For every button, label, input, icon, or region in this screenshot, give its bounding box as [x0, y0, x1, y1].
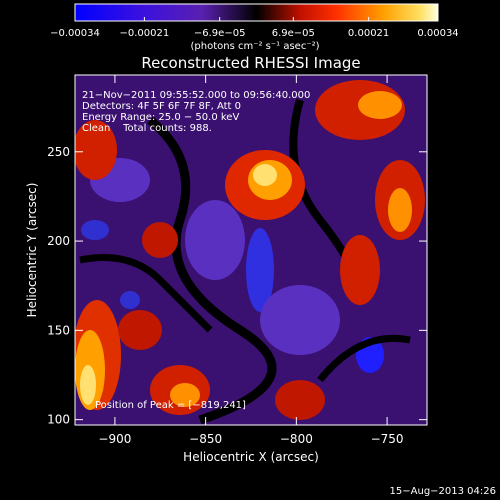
colorbar-tick-label: 0.00034	[417, 28, 458, 39]
y-tick-label: 200	[47, 234, 70, 248]
red-blob	[118, 310, 162, 350]
colorbar-tick-label: 0.00021	[348, 28, 389, 39]
red-blob	[75, 120, 117, 180]
peak-core	[253, 164, 277, 186]
orange-core	[170, 383, 200, 407]
purple-blob	[185, 200, 245, 280]
x-axis-label: Heliocentric X (arcsec)	[183, 450, 319, 464]
x-tick-label: −750	[371, 432, 404, 446]
blue-blob	[246, 228, 274, 312]
purple-blob	[260, 285, 340, 355]
y-tick-label: 100	[47, 413, 70, 427]
dark-valley	[317, 334, 411, 383]
colorbar-tick-label: −0.00034	[50, 28, 100, 39]
x-tick-label: −850	[189, 432, 222, 446]
plot-frame	[74, 74, 428, 426]
timestamp: 15−Aug−2013 04:26	[390, 486, 496, 497]
colorbar-tick-label: −6.9e−05	[194, 28, 246, 39]
y-tick-label: 250	[47, 145, 70, 159]
x-axis: −900 −850 −800 −750	[98, 75, 404, 446]
red-blob	[275, 380, 325, 420]
annotation-detectors: Detectors: 4F 5F 6F 7F 8F, Att 0	[82, 101, 241, 112]
colorbar-ticks: −0.00034 −0.00021 −6.9e−05 6.9e−05 0.00021 0.…	[50, 17, 459, 39]
colorbar-units-label: (photons cm⁻² s⁻¹ asec⁻²)	[190, 41, 319, 52]
dark-valley	[147, 116, 277, 425]
blue-blob	[120, 291, 140, 309]
y-tick-label: 150	[47, 323, 70, 337]
x-tick-label: −900	[98, 432, 131, 446]
orange-core	[388, 188, 412, 232]
colorbar	[74, 3, 439, 22]
red-blob	[340, 235, 380, 305]
annotation-clean-counts: Clean Total counts: 988.	[82, 123, 212, 134]
x-tick-label: −800	[280, 432, 313, 446]
y-axis-label: Heliocentric Y (arcsec)	[25, 183, 39, 318]
colorbar-tick-label: −0.00021	[120, 28, 170, 39]
emission-blobs	[75, 80, 425, 425]
dark-valley	[79, 254, 213, 333]
orange-core	[358, 91, 402, 119]
blue-blob	[81, 220, 109, 240]
colorbar-tick-label: 6.9e−05	[272, 28, 315, 39]
annotation-peak-position: Position of Peak = [−819,241]	[95, 400, 246, 411]
annotation-energy-range: Energy Range: 25.0 − 50.0 keV	[82, 112, 239, 123]
annotation-time-range: 21−Nov−2011 09:55:52.000 to 09:56:40.000	[82, 90, 310, 101]
y-axis: 100 150 200 250	[47, 145, 427, 427]
yellow-core	[80, 365, 96, 405]
chart-title: Reconstructed RHESSI Image	[141, 54, 360, 72]
red-blob	[142, 222, 178, 258]
